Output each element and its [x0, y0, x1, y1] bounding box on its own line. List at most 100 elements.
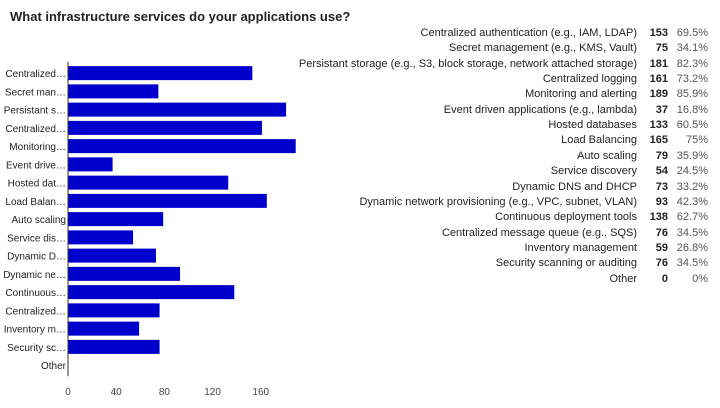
x-tick-label: 0 — [65, 387, 71, 398]
table-row: Service discovery 54 24.5% — [330, 164, 714, 179]
response-percent: 42.3% — [676, 195, 708, 208]
response-percent: 82.3% — [676, 57, 708, 70]
response-percent: 73.2% — [676, 73, 708, 86]
response-percent: 34.5% — [676, 226, 708, 239]
table-row: Event driven applications (e.g., lambda)… — [330, 103, 714, 118]
x-tick-label: 40 — [111, 387, 123, 398]
response-count: 76 — [655, 226, 668, 239]
option-label: Event driven applications (e.g., lambda) — [443, 103, 637, 116]
response-percent: 34.1% — [676, 42, 708, 55]
table-row: Dynamic network provisioning (e.g., VPC,… — [330, 195, 714, 210]
response-count: 165 — [649, 134, 668, 147]
response-percent: 85.9% — [676, 88, 708, 101]
category-label: Persistant s… — [4, 106, 66, 117]
response-count: 161 — [649, 73, 668, 86]
option-label: Security scanning or auditing — [495, 257, 637, 270]
bar — [68, 321, 140, 336]
response-count: 79 — [655, 149, 668, 162]
option-label: Auto scaling — [577, 149, 637, 162]
response-percent: 35.9% — [676, 149, 708, 162]
option-label: Hosted databases — [548, 119, 637, 132]
bar — [68, 157, 113, 172]
bar — [68, 84, 159, 99]
table-row: Auto scaling 79 35.9% — [330, 149, 714, 164]
response-percent: 75% — [685, 134, 708, 147]
option-label: Centralized logging — [542, 73, 637, 86]
x-tick-label: 160 — [252, 387, 269, 398]
option-label: Monitoring and alerting — [525, 88, 637, 101]
response-count: 181 — [649, 57, 668, 70]
response-percent: 69.5% — [676, 27, 708, 39]
bar — [68, 66, 253, 81]
page-title: What infrastructure services do your app… — [10, 9, 351, 24]
option-label: Inventory management — [524, 241, 637, 254]
table-row: Inventory management 59 26.8% — [330, 241, 714, 256]
category-label: Load Balan… — [5, 197, 66, 208]
category-label: Centralized… — [5, 69, 66, 80]
bar — [68, 266, 181, 281]
bar — [68, 102, 287, 117]
bar-chart: Centralized… Secret man… Persistant s… Cent… — [3, 62, 296, 398]
category-label: Dynamic ne… — [3, 270, 66, 281]
response-count: 93 — [655, 195, 668, 208]
bar — [68, 212, 164, 227]
bar — [68, 339, 160, 354]
option-label: Dynamic DNS and DHCP — [512, 180, 637, 193]
response-count: 54 — [655, 165, 668, 178]
response-count: 133 — [649, 119, 668, 132]
response-percent: 33.2% — [676, 180, 708, 193]
response-count: 59 — [655, 241, 668, 254]
response-percent: 60.5% — [676, 119, 708, 132]
option-label: Load Balancing — [561, 134, 637, 147]
category-label: Continuous… — [5, 288, 66, 299]
table-row: Hosted databases 133 60.5% — [330, 118, 714, 133]
table-row: Centralized message queue (e.g., SQS) 76 3… — [330, 226, 714, 241]
table-row: Centralized authentication (e.g., IAM, L… — [330, 26, 714, 41]
category-label: Security sc… — [7, 343, 66, 354]
bar — [68, 248, 156, 263]
response-count: 189 — [649, 88, 668, 101]
table-row: Persistant storage (e.g., S3, block stor… — [299, 57, 714, 72]
response-percent: 16.8% — [676, 103, 708, 116]
bar — [68, 230, 134, 245]
response-percent: 24.5% — [676, 165, 708, 178]
option-label: Centralized message queue (e.g., SQS) — [441, 226, 637, 239]
bar — [68, 175, 229, 190]
bar — [68, 193, 267, 208]
x-tick-label: 80 — [159, 387, 171, 398]
response-count: 75 — [655, 42, 668, 55]
table-row: Load Balancing 165 75% — [330, 133, 714, 148]
category-label: Hosted dat… — [8, 179, 66, 190]
table-row: Centralized logging 161 73.2% — [330, 72, 714, 87]
table-row: Monitoring and alerting 189 85.9% — [330, 87, 714, 102]
option-label: Other — [609, 272, 637, 285]
category-label: Monitoring… — [9, 142, 66, 153]
table-row: Security scanning or auditing 76 34.5% — [330, 256, 714, 271]
option-label: Persistant storage (e.g., S3, block stor… — [298, 57, 637, 70]
table-row: Other 0 0% — [330, 272, 714, 287]
bar — [68, 120, 262, 135]
response-percent: 0% — [692, 272, 708, 285]
response-count: 153 — [649, 27, 668, 39]
response-count: 73 — [655, 180, 668, 193]
category-label: Centralized… — [5, 124, 66, 135]
x-tick-label: 120 — [204, 387, 221, 398]
category-label: Centralized… — [5, 306, 66, 317]
response-percent: 34.5% — [676, 257, 708, 270]
category-label: Dynamic D… — [7, 252, 66, 263]
option-label: Continuous deployment tools — [495, 211, 637, 224]
bar — [68, 285, 235, 300]
response-count: 138 — [649, 211, 668, 224]
option-label: Secret management (e.g., KMS, Vault) — [448, 42, 637, 55]
table-row: Continuous deployment tools 138 62.7% — [330, 210, 714, 225]
option-label: Dynamic network provisioning (e.g., VPC,… — [359, 195, 637, 208]
category-label: Other — [41, 361, 67, 372]
response-percent: 26.8% — [676, 241, 708, 254]
response-count: 37 — [655, 103, 668, 116]
category-label: Service dis… — [7, 233, 66, 244]
category-label: Event drive… — [6, 160, 66, 171]
response-percent: 62.7% — [676, 211, 708, 224]
table-row: Secret management (e.g., KMS, Vault) 75 34… — [330, 41, 714, 56]
option-label: Service discovery — [550, 165, 637, 178]
category-label: Auto scaling — [12, 215, 66, 226]
